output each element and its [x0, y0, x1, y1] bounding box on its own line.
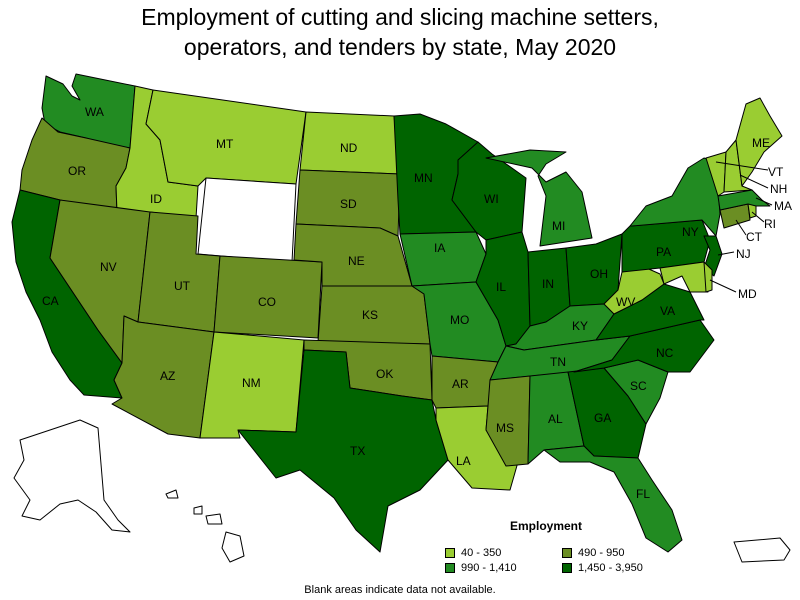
label-sc: SC	[630, 379, 647, 393]
state-nh[interactable]	[723, 139, 753, 193]
label-nm: NM	[242, 376, 261, 390]
state-ak[interactable]	[13, 419, 131, 533]
label-co: CO	[258, 295, 276, 309]
legend-swatch-4	[562, 563, 572, 573]
state-ma[interactable]	[717, 189, 771, 211]
label-id: ID	[150, 192, 162, 206]
label-oh: OH	[590, 267, 608, 281]
label-ca: CA	[42, 294, 59, 308]
leader-vt	[715, 161, 769, 171]
legend-label-2: 490 - 950	[578, 547, 625, 559]
state-mt[interactable]	[145, 89, 307, 187]
legend-label-1: 40 - 350	[461, 547, 502, 559]
label-ri: RI	[764, 217, 776, 231]
label-ms: MS	[496, 421, 514, 435]
label-sd: SD	[340, 197, 357, 211]
label-ny: NY	[682, 225, 699, 239]
legend-label-3: 990 - 1,410	[461, 562, 517, 574]
state-me[interactable]	[735, 97, 783, 187]
label-wa: WA	[85, 105, 104, 119]
footnote: Blank areas indicate data not available.	[304, 584, 496, 596]
legend-item-1: 40 - 350	[445, 547, 501, 559]
leader-nj	[717, 251, 735, 256]
label-ky: KY	[572, 319, 588, 333]
legend-swatch-1	[445, 548, 455, 558]
label-ne: NE	[348, 254, 365, 268]
label-nd: ND	[340, 141, 358, 155]
label-al: AL	[548, 412, 563, 426]
label-ct: CT	[746, 230, 763, 244]
title-line-2: operators, and tenders by state, May 202…	[183, 34, 617, 60]
title-line-1: Employment of cutting and slicing machin…	[141, 4, 659, 30]
label-ia: IA	[434, 241, 445, 255]
legend-item-4: 1,450 - 3,950	[562, 562, 643, 574]
label-me: ME	[752, 136, 770, 150]
label-tx: TX	[350, 444, 365, 458]
state-de[interactable]	[703, 261, 713, 293]
label-fl: FL	[636, 487, 650, 501]
label-ga: GA	[594, 411, 611, 425]
label-wi: WI	[484, 192, 499, 206]
label-mi: MI	[552, 219, 565, 233]
label-wv: WV	[616, 295, 635, 309]
label-ut: UT	[174, 279, 191, 293]
label-la: LA	[456, 454, 471, 468]
state-pr[interactable]	[733, 537, 791, 563]
state-wv[interactable]	[603, 265, 665, 315]
label-il: IL	[496, 280, 506, 294]
legend-swatch-3	[445, 563, 455, 573]
legend-item-3: 990 - 1,410	[445, 562, 517, 574]
leader-ri	[751, 211, 765, 223]
label-mn: MN	[414, 171, 433, 185]
label-ma: MA	[774, 199, 792, 213]
label-nh: NH	[770, 182, 787, 196]
label-mo: MO	[450, 313, 469, 327]
label-md: MD	[738, 287, 757, 301]
state-fl[interactable]	[543, 445, 683, 553]
label-va: VA	[660, 304, 675, 318]
leader-ma	[755, 197, 773, 206]
state-mi[interactable]	[485, 149, 593, 247]
legend-swatch-2	[562, 548, 572, 558]
label-ok: OK	[376, 367, 393, 381]
leader-ct	[735, 219, 747, 236]
leader-nh	[739, 174, 769, 189]
legend-title: Employment	[510, 519, 583, 533]
label-ar: AR	[452, 377, 469, 391]
state-hi[interactable]	[165, 489, 245, 563]
label-vt: VT	[768, 165, 784, 179]
leader-md	[709, 279, 737, 293]
label-pa: PA	[656, 245, 671, 259]
label-tn: TN	[550, 355, 566, 369]
state-wy[interactable]	[197, 177, 297, 263]
state-tx[interactable]	[237, 349, 449, 553]
legend-item-2: 490 - 950	[562, 547, 624, 559]
label-nv: NV	[100, 260, 117, 274]
legend-label-4: 1,450 - 3,950	[578, 562, 643, 574]
label-or: OR	[68, 164, 86, 178]
label-nj: NJ	[736, 247, 751, 261]
label-in: IN	[542, 277, 554, 291]
map-title: Employment of cutting and slicing machin…	[0, 2, 800, 62]
label-mt: MT	[216, 137, 234, 151]
label-az: AZ	[160, 369, 175, 383]
label-nc: NC	[656, 346, 674, 360]
label-ks: KS	[362, 308, 378, 322]
